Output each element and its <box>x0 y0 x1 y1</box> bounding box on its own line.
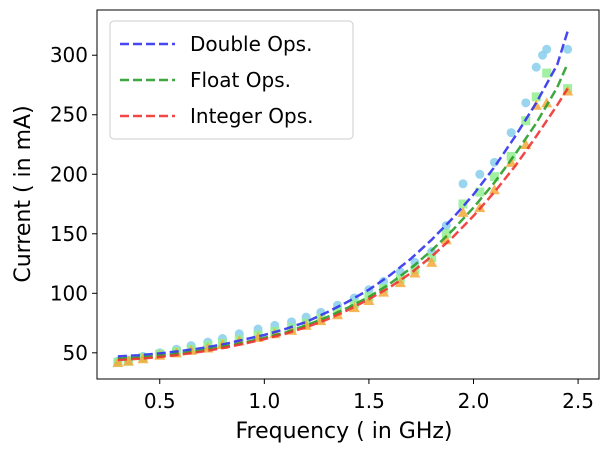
x-tick-label: 1.0 <box>248 389 280 413</box>
series-3-point <box>394 277 406 288</box>
y-tick-label: 250 <box>50 103 88 127</box>
series-1-point <box>506 128 516 138</box>
series-3-point <box>505 156 517 167</box>
series-2-point <box>475 187 485 197</box>
tick-layer: 0.5 1.0 1.5 2.0 2.5 50 100 150 200 250 300 <box>50 43 594 413</box>
series-3-point <box>488 184 500 195</box>
series-1-point <box>475 169 485 179</box>
y-tick-label: 150 <box>50 222 88 246</box>
series-1-point <box>458 179 468 189</box>
series-2-point <box>458 199 468 209</box>
series-1-point <box>379 276 389 286</box>
series-3-point <box>315 315 327 326</box>
y-tick-label: 300 <box>50 43 88 67</box>
series-1-point <box>531 62 541 72</box>
series-3-fit-line <box>117 87 569 362</box>
x-axis-label: Frequency ( in GHz) <box>236 419 453 444</box>
series-1-point <box>563 44 573 54</box>
series-2-point <box>506 151 516 161</box>
series-1-point <box>542 44 552 54</box>
legend-label: Float Ops. <box>190 68 291 92</box>
x-tick-label: 0.5 <box>144 389 176 413</box>
series-3-point <box>426 256 438 267</box>
series-1-point <box>410 257 420 267</box>
series-3-point <box>122 355 134 366</box>
series-2-point <box>531 92 541 102</box>
series-3-point <box>541 97 553 108</box>
legend-label: Integer Ops. <box>190 104 314 128</box>
y-tick-label: 100 <box>50 281 88 305</box>
series-1-fit-line <box>117 31 569 358</box>
y-tick-label: 200 <box>50 162 88 186</box>
series-1-point <box>521 98 531 108</box>
legend: Double Ops. Float Ops. Integer Ops. <box>109 20 354 140</box>
series-3-point <box>137 353 149 364</box>
series-2-point <box>489 172 499 182</box>
plot-frame <box>96 9 600 380</box>
x-tick-label: 2.5 <box>562 389 594 413</box>
x-tick-label: 1.5 <box>353 389 385 413</box>
x-tick-label: 2.0 <box>458 389 490 413</box>
series-2-point <box>441 229 451 239</box>
series-3-point <box>112 356 124 367</box>
series-3-point <box>409 267 421 278</box>
series-2-fit-line <box>117 63 569 361</box>
series-3-point <box>457 206 469 217</box>
fit-line-layer <box>117 31 569 362</box>
y-axis-label: Current ( in mA) <box>11 105 36 282</box>
y-tick-label: 50 <box>63 341 88 365</box>
legend-box <box>109 20 354 140</box>
series-2-point <box>542 68 552 78</box>
legend-label: Double Ops. <box>190 32 312 56</box>
